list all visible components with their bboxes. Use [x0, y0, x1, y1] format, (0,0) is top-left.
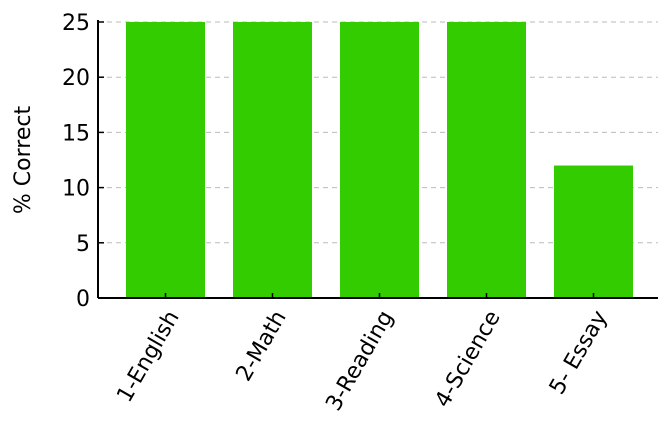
y-tick-labels: 0 5 10 15 20 25 [62, 11, 90, 312]
bar-5-essay [554, 165, 633, 298]
x-category-label: 3-Reading [321, 307, 398, 416]
axes [97, 20, 658, 299]
y-tick-label: 0 [76, 287, 90, 312]
bar-2-math [233, 22, 312, 298]
x-category-label: 1-English [112, 307, 184, 407]
bar-3-reading [340, 22, 419, 298]
x-category-label: 5- Essay [545, 307, 613, 399]
bar-1-english [126, 22, 205, 298]
x-category-label: 2-Math [232, 307, 292, 386]
y-axis-title: % Correct [11, 106, 36, 215]
bars [126, 22, 633, 298]
y-tick-label: 10 [62, 177, 90, 202]
y-tick-label: 15 [62, 121, 90, 146]
y-tick-label: 5 [76, 232, 90, 257]
bar-4-science [447, 22, 526, 298]
x-category-labels: 1-English 2-Math 3-Reading 4-Science 5- Essa… [112, 307, 612, 416]
y-tick-label: 20 [62, 66, 90, 91]
x-category-label: 4-Science [430, 307, 505, 412]
y-tick-label: 25 [62, 11, 90, 36]
